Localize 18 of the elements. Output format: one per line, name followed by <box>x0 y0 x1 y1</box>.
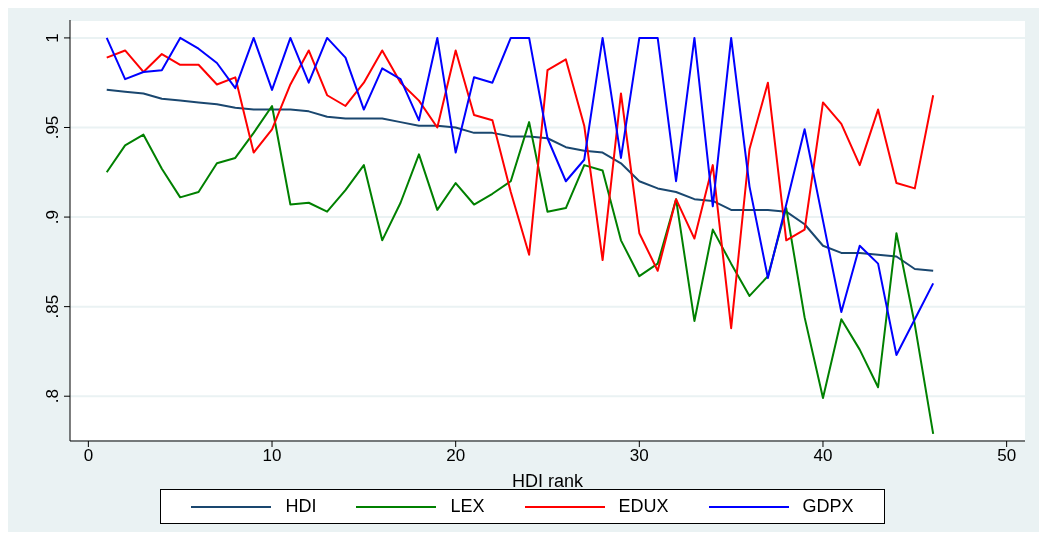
x-tick-label: 10 <box>262 446 282 466</box>
x-tick-label: 50 <box>997 446 1017 466</box>
line-series <box>105 104 935 435</box>
y-tick-label: 1 <box>43 33 62 43</box>
x-tick-label: 20 <box>446 446 466 466</box>
legend-label: HDI <box>285 496 317 517</box>
legend-label: LEX <box>450 496 485 517</box>
y-tick-label: .95 <box>43 115 62 140</box>
x-tick-label: 0 <box>83 446 94 466</box>
x-axis-title: HDI rank <box>511 471 585 491</box>
y-tick-label: .8 <box>43 389 62 404</box>
x-tick-label: 30 <box>629 446 649 466</box>
line-series <box>105 88 935 272</box>
y-tick-label: .85 <box>43 294 62 319</box>
y-tick-label: .9 <box>43 209 62 225</box>
legend-label: GDPX <box>802 496 854 517</box>
x-tick-label: 40 <box>813 446 833 466</box>
legend-label: EDUX <box>618 496 669 517</box>
